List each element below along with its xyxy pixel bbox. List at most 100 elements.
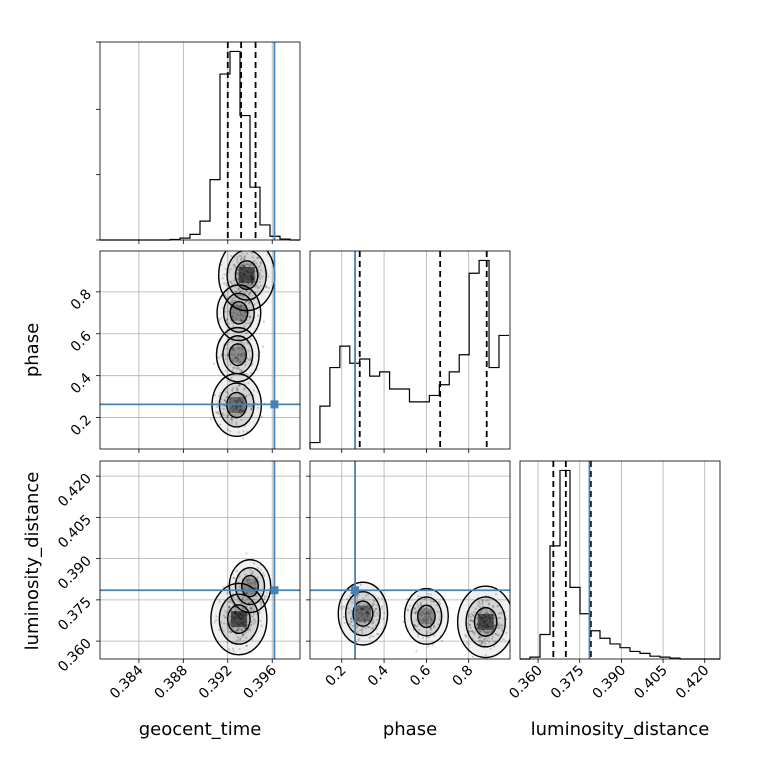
density-luminosity-distance-vs-phase-sample-2-57	[402, 620, 405, 624]
density-luminosity-distance-vs-geocent-time-sample-0-153	[224, 610, 227, 613]
density-phase-vs-geocent-time-sample-1-71	[245, 322, 249, 325]
density-luminosity-distance-vs-geocent-time-sample-0-25	[228, 648, 231, 651]
density-phase-vs-geocent-time-sample-0-72	[240, 263, 243, 266]
density-luminosity-distance-vs-geocent-time-sample-0-132	[241, 597, 245, 600]
density-luminosity-distance-vs-phase-sample-1-151	[469, 618, 472, 622]
density-luminosity-distance-vs-geocent-time-sample-0-80	[250, 620, 254, 624]
density-phase-vs-geocent-time-sample-1-1	[245, 311, 248, 314]
density-phase-vs-geocent-time-sample-3-27	[231, 387, 235, 390]
density-luminosity-distance-vs-geocent-time-sample-0-192	[214, 619, 218, 622]
density-luminosity-distance-vs-phase-sample-2-95	[430, 628, 433, 632]
density-phase-vs-geocent-time-sample-1-30	[224, 298, 228, 301]
density-luminosity-distance-vs-phase-sample-2-7	[425, 606, 428, 609]
density-luminosity-distance-vs-phase-sample-2-22	[414, 611, 417, 614]
hist-luminosity_distance-border	[519, 460, 721, 660]
density-phase-vs-geocent-time-sample-3-8	[240, 409, 243, 412]
density-luminosity-distance-vs-phase-sample-1-154	[486, 599, 490, 602]
density-phase-vs-geocent-time-sample-0-133	[243, 258, 246, 261]
density-phase-vs-geocent-time-sample-1-110	[244, 332, 247, 335]
density-phase-vs-geocent-time-sample-0-257	[241, 294, 245, 297]
density-luminosity-distance-vs-phase-sample-1-96	[464, 634, 467, 637]
density-phase-vs-geocent-time-sample-2-39	[245, 341, 248, 344]
density-luminosity-distance-vs-phase-sample-2-97	[421, 611, 425, 615]
density-phase-vs-geocent-time-sample-3-147	[231, 418, 234, 421]
density-phase-vs-geocent-time-sample-0-59	[239, 290, 243, 293]
density-luminosity-distance-vs-geocent-time-sample-1-4	[251, 571, 254, 575]
density-luminosity-distance-vs-phase-sample-1-120	[500, 623, 503, 626]
density-luminosity-distance-vs-phase-sample-1-172	[483, 638, 486, 641]
density-phase-vs-geocent-time-sample-0-136	[246, 262, 249, 265]
density-phase-vs-geocent-time-bg	[100, 251, 300, 449]
density-luminosity-distance-vs-geocent-time-sample-0-173	[242, 633, 245, 636]
density-phase-vs-geocent-time-sample-2-32	[233, 348, 236, 351]
density-luminosity-distance-vs-phase-peak-0	[354, 605, 371, 622]
density-phase-vs-geocent-time-sample-0-148	[236, 293, 240, 296]
hist-phase-bg	[310, 251, 510, 449]
density-luminosity-distance-vs-phase-sample-1-44	[491, 635, 494, 638]
density-luminosity-distance-vs-phase-sample-0-110	[367, 613, 370, 616]
density-luminosity-distance-vs-phase-sample-0-118	[380, 605, 384, 608]
hist-phase-border	[309, 250, 511, 450]
density-luminosity-distance-vs-geocent-time-sample-1-25	[262, 571, 265, 575]
density-luminosity-distance-vs-phase-sample-2-77	[427, 615, 431, 619]
density-luminosity-distance-vs-phase-contour-2-1	[410, 596, 443, 637]
density-luminosity-distance-vs-phase-sample-2-93	[432, 600, 436, 603]
density-luminosity-distance-vs-geocent-time-sample-1-31	[238, 585, 241, 588]
density-luminosity-distance-vs-geocent-time-sample-0-152	[232, 647, 235, 650]
density-luminosity-distance-vs-geocent-time-sample-1-35	[260, 601, 263, 604]
density-phase-vs-geocent-time-sample-0-201	[259, 261, 262, 264]
density-phase-vs-geocent-time-contour-1-1	[222, 292, 255, 333]
density-luminosity-distance-vs-phase-sample-0-140	[359, 606, 362, 609]
density-luminosity-distance-vs-phase-sample-0-41	[360, 628, 363, 631]
density-phase-vs-geocent-time-sample-1-28	[248, 315, 251, 318]
density-luminosity-distance-vs-phase-sample-0-172	[366, 611, 370, 614]
density-luminosity-distance-vs-phase-sample-0-152	[375, 607, 378, 610]
density-phase-vs-geocent-time-sample-3-177	[230, 418, 233, 422]
density-luminosity-distance-vs-geocent-time-sample-1-71	[247, 585, 250, 589]
density-phase-vs-geocent-time-sample-0-200	[248, 301, 251, 304]
density-luminosity-distance-vs-phase-contour-2-2	[416, 604, 436, 629]
density-luminosity-distance-vs-phase-sample-0-179	[349, 617, 353, 621]
density-luminosity-distance-vs-phase-sample-1-212	[496, 634, 499, 637]
density-luminosity-distance-vs-geocent-time-sample-1-43	[248, 582, 251, 585]
density-phase-vs-geocent-time-sample-2-7	[246, 357, 249, 360]
density-phase-vs-geocent-time-sample-0-36	[230, 283, 234, 286]
density-luminosity-distance-vs-geocent-time-sample-1-83	[247, 576, 251, 579]
density-phase-vs-geocent-time-sample-2-87	[261, 345, 264, 348]
density-luminosity-distance-vs-geocent-time-sample-0-154	[232, 649, 235, 653]
density-phase-vs-geocent-time-sample-1-25	[253, 303, 256, 306]
density-phase-vs-geocent-time-sample-0-82	[265, 285, 268, 288]
density-phase-vs-geocent-time-sample-2-18	[237, 358, 240, 361]
density-luminosity-distance-vs-phase-sample-2-108	[425, 633, 428, 636]
density-phase-vs-geocent-time-sample-0-69	[250, 262, 253, 265]
density-luminosity-distance-vs-phase-sample-0-134	[373, 608, 376, 611]
density-luminosity-distance-vs-geocent-time-sample-1-1	[250, 582, 253, 585]
density-phase-vs-geocent-time-sample-2-71	[235, 360, 238, 363]
density-luminosity-distance-vs-phase-sample-0-131	[371, 604, 374, 607]
density-luminosity-distance-vs-geocent-time-sample-0-217	[241, 633, 244, 636]
density-luminosity-distance-vs-phase-sample-1-188	[470, 619, 473, 622]
density-luminosity-distance-vs-phase-sample-0-163	[355, 594, 358, 597]
density-phase-vs-geocent-time-sample-2-99	[224, 354, 228, 357]
density-phase-vs-geocent-time-sample-3-9	[237, 431, 240, 434]
density-phase-vs-geocent-time-sample-3-22	[237, 367, 240, 370]
x-label-geocent-time: geocent_time	[139, 719, 262, 740]
density-phase-vs-geocent-time-sample-1-96	[236, 313, 239, 316]
density-luminosity-distance-vs-phase-sample-2-73	[414, 612, 417, 615]
density-luminosity-distance-vs-phase-sample-1-192	[469, 626, 473, 629]
density-luminosity-distance-vs-phase-sample-1-137	[500, 611, 503, 614]
density-phase-vs-geocent-time-sample-1-35	[231, 347, 234, 350]
density-luminosity-distance-vs-phase-sample-2-36	[426, 612, 430, 615]
density-phase-vs-geocent-time-sample-3-164	[242, 388, 246, 391]
density-luminosity-distance-vs-phase-sample-2-31	[435, 604, 439, 607]
density-luminosity-distance-vs-phase-sample-0-92	[363, 616, 366, 620]
density-luminosity-distance-vs-phase-sample-1-95	[486, 631, 489, 634]
density-luminosity-distance-vs-phase-sample-0-21	[351, 601, 354, 604]
density-phase-vs-geocent-time-sample-3-7	[215, 405, 219, 408]
density-phase-vs-geocent-time-sample-3-86	[248, 405, 251, 408]
density-luminosity-distance-vs-geocent-time-sample-0-65	[244, 631, 248, 634]
density-phase-vs-geocent-time-sample-1-45	[247, 302, 251, 305]
density-phase-vs-geocent-time-sample-1-27	[219, 317, 222, 320]
density-luminosity-distance-vs-phase-sample-2-32	[426, 592, 430, 596]
density-phase-vs-geocent-time-sample-3-138	[225, 390, 228, 393]
